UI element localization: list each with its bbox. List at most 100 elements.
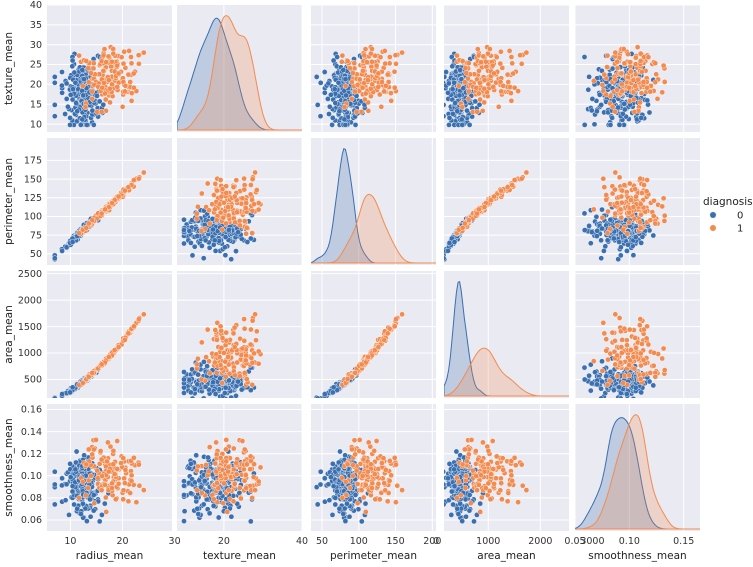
panel-marks bbox=[444, 169, 530, 262]
scatter-point-series-1 bbox=[381, 48, 388, 54]
scatter-point-series-1 bbox=[251, 201, 257, 207]
scatter-point-series-1 bbox=[101, 80, 107, 86]
scatter-point-series-0 bbox=[181, 227, 187, 233]
scatter-point-series-1 bbox=[591, 358, 597, 364]
scatter-point-series-1 bbox=[605, 356, 611, 363]
scatter-point-series-0 bbox=[89, 107, 96, 114]
scatter-point-series-1 bbox=[347, 65, 353, 71]
scatter-point-series-1 bbox=[85, 220, 92, 227]
panel-perimeter_mean-vs-smoothness_mean bbox=[574, 138, 700, 265]
scatter-point-series-1 bbox=[349, 79, 355, 85]
scatter-point-series-0 bbox=[65, 103, 71, 110]
scatter-point-series-1 bbox=[651, 197, 657, 204]
panel-texture_mean-vs-texture_mean bbox=[177, 5, 303, 132]
scatter-point-series-0 bbox=[332, 100, 339, 106]
panel-background bbox=[47, 271, 172, 398]
scatter-point-series-1 bbox=[644, 323, 650, 330]
scatter-point-series-0 bbox=[91, 492, 97, 498]
scatter-point-series-0 bbox=[342, 122, 349, 128]
panel-texture_mean-vs-area_mean bbox=[444, 4, 569, 132]
scatter-point-series-1 bbox=[628, 347, 634, 353]
scatter-point-series-1 bbox=[465, 217, 472, 223]
scatter-point-series-1 bbox=[231, 344, 238, 350]
scatter-point-series-0 bbox=[581, 227, 588, 233]
scatter-point-series-1 bbox=[76, 230, 82, 236]
scatter-point-series-0 bbox=[632, 234, 639, 240]
scatter-point-series-1 bbox=[364, 59, 370, 65]
scatter-point-series-0 bbox=[63, 244, 70, 251]
scatter-point-series-0 bbox=[607, 216, 614, 223]
scatter-point-series-0 bbox=[607, 122, 614, 128]
scatter-point-series-1 bbox=[643, 335, 650, 342]
panel-marks bbox=[181, 311, 264, 398]
scatter-point-series-1 bbox=[83, 224, 90, 231]
scatter-point-series-1 bbox=[130, 70, 137, 77]
scatter-point-series-0 bbox=[615, 104, 621, 111]
scatter-point-series-1 bbox=[647, 88, 654, 95]
scatter-point-series-0 bbox=[59, 475, 65, 482]
scatter-point-series-1 bbox=[86, 477, 92, 484]
scatter-point-series-1 bbox=[80, 83, 86, 89]
scatter-point-series-1 bbox=[644, 177, 650, 183]
scatter-point-series-1 bbox=[367, 50, 374, 57]
scatter-point-series-0 bbox=[52, 74, 58, 80]
scatter-point-series-1 bbox=[136, 482, 143, 489]
scatter-point-series-0 bbox=[458, 116, 465, 123]
scatter-point-series-1 bbox=[626, 362, 633, 369]
scatter-point-series-0 bbox=[238, 386, 245, 393]
scatter-point-series-1 bbox=[339, 52, 346, 59]
scatter-point-series-1 bbox=[620, 380, 627, 386]
scatter-point-series-1 bbox=[89, 96, 95, 102]
scatter-point-series-1 bbox=[237, 373, 243, 380]
scatter-point-series-1 bbox=[219, 226, 225, 233]
scatter-point-series-1 bbox=[136, 461, 142, 468]
scatter-point-series-0 bbox=[445, 90, 451, 96]
scatter-point-series-1 bbox=[459, 104, 466, 110]
scatter-point-series-1 bbox=[239, 345, 246, 352]
scatter-point-series-0 bbox=[638, 115, 645, 121]
panel-perimeter_mean-vs-area_mean bbox=[444, 138, 569, 265]
scatter-point-series-0 bbox=[607, 369, 614, 375]
scatter-point-series-1 bbox=[381, 88, 388, 95]
scatter-point-series-0 bbox=[472, 98, 479, 105]
scatter-point-series-1 bbox=[362, 90, 369, 97]
scatter-point-series-1 bbox=[386, 325, 393, 332]
scatter-point-series-1 bbox=[115, 344, 122, 350]
scatter-point-series-1 bbox=[237, 222, 243, 229]
scatter-point-series-1 bbox=[350, 70, 356, 76]
scatter-point-series-1 bbox=[601, 330, 608, 337]
scatter-point-series-1 bbox=[198, 190, 205, 197]
scatter-point-series-0 bbox=[630, 252, 637, 258]
scatter-point-series-1 bbox=[249, 208, 256, 214]
scatter-point-series-1 bbox=[109, 58, 115, 65]
scatter-point-series-0 bbox=[228, 394, 234, 398]
scatter-point-series-1 bbox=[518, 61, 525, 67]
scatter-point-series-1 bbox=[109, 200, 115, 206]
kde-curve-series-1 bbox=[444, 347, 569, 397]
scatter-point-series-0 bbox=[69, 239, 76, 245]
scatter-point-series-0 bbox=[69, 63, 76, 70]
panel-marks bbox=[52, 311, 147, 398]
scatter-point-series-1 bbox=[479, 108, 486, 114]
scatter-point-series-0 bbox=[202, 237, 209, 244]
scatter-point-series-1 bbox=[618, 70, 625, 77]
scatter-point-series-1 bbox=[637, 316, 644, 322]
scatter-point-series-1 bbox=[647, 369, 654, 376]
scatter-point-series-1 bbox=[497, 60, 504, 67]
scatter-point-series-1 bbox=[371, 347, 378, 353]
scatter-point-series-0 bbox=[325, 80, 332, 87]
scatter-point-series-0 bbox=[604, 237, 611, 244]
scatter-point-series-1 bbox=[131, 177, 137, 183]
scatter-point-series-1 bbox=[465, 75, 471, 82]
scatter-point-series-1 bbox=[102, 90, 108, 97]
scatter-point-series-0 bbox=[87, 513, 94, 520]
scatter-point-series-0 bbox=[599, 206, 605, 213]
panel-marks bbox=[181, 169, 264, 263]
scatter-point-series-1 bbox=[454, 52, 460, 59]
scatter-point-series-1 bbox=[82, 104, 89, 110]
scatter-point-series-1 bbox=[214, 319, 221, 326]
scatter-point-series-1 bbox=[119, 104, 126, 110]
scatter-point-series-1 bbox=[628, 197, 634, 203]
scatter-point-series-1 bbox=[381, 337, 388, 343]
scatter-point-series-0 bbox=[73, 100, 79, 106]
